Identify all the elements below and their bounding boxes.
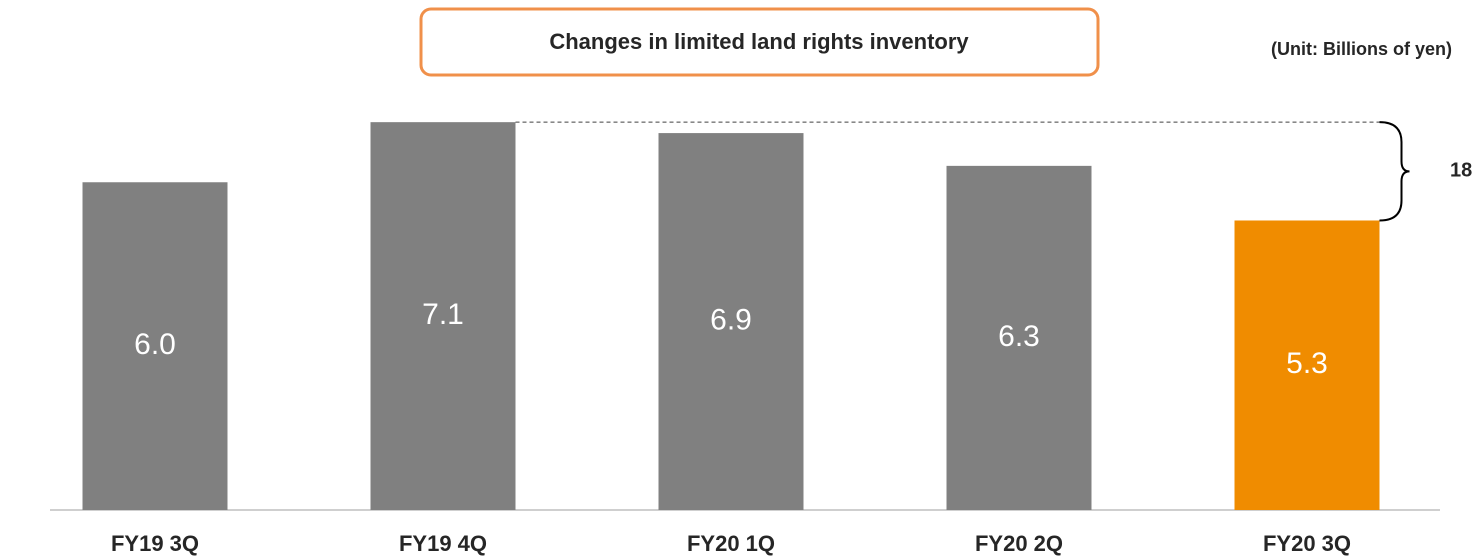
chart-title: Changes in limited land rights inventory	[549, 29, 969, 54]
title-box	[419, 7, 1100, 77]
value-label: 6.9	[710, 303, 752, 336]
x-tick-label: FY19 3Q	[111, 531, 199, 556]
bracket	[1379, 121, 1410, 222]
x-tick-label: FY20 1Q	[687, 531, 775, 556]
bar	[82, 182, 228, 510]
bar	[658, 133, 804, 510]
annotation: 18	[1450, 160, 1472, 182]
bar	[946, 165, 1092, 511]
value-label: 5.3	[1286, 347, 1328, 380]
value-label: 7.1	[422, 298, 464, 331]
x-tick-label: FY20 3Q	[1263, 531, 1351, 556]
x-tick-label: FY20 2Q	[975, 531, 1063, 556]
value-label: 6.3	[998, 320, 1040, 353]
x-tick-label: FY19 4Q	[399, 531, 487, 556]
bar	[370, 122, 516, 510]
bar	[1234, 220, 1380, 511]
value-label: 6.0	[134, 328, 176, 361]
unit-label: (Unit: Billions of yen)	[1271, 39, 1452, 59]
